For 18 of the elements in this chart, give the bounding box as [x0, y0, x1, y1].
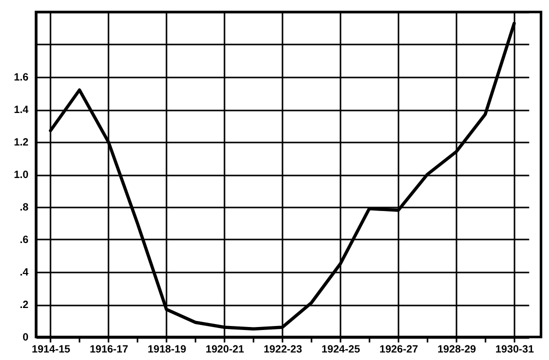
x-tick-label: 1930-31: [495, 344, 534, 356]
y-tick-label: 0: [22, 332, 29, 344]
y-tick-label: 1.4: [14, 104, 29, 116]
y-tick-label: .4: [20, 266, 29, 278]
x-tick-label: 1916-17: [90, 344, 128, 356]
y-tick-label: 1.2: [14, 136, 29, 148]
y-tick-label: .8: [20, 202, 29, 214]
y-tick-label: 1.0: [14, 169, 29, 181]
x-tick-label: 1914-15: [32, 344, 70, 356]
y-tick-label: .6: [20, 234, 29, 246]
x-tick-label: 1924-25: [322, 344, 360, 356]
x-tick-label: 1922-23: [264, 344, 302, 356]
x-tick-label: 1928-29: [437, 344, 476, 356]
x-tick-label: 1926-27: [379, 344, 418, 356]
x-tick-label: 1918-19: [148, 344, 186, 356]
x-tick-label: 1920-21: [206, 344, 244, 356]
y-tick-label: .2: [20, 299, 29, 311]
y-tick-label: 1.6: [14, 72, 29, 84]
